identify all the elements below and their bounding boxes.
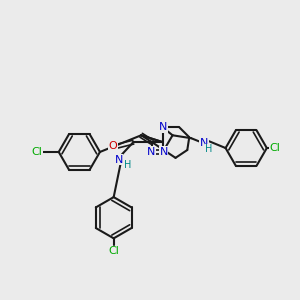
Text: N: N bbox=[114, 155, 123, 165]
Text: Cl: Cl bbox=[269, 143, 280, 153]
Text: N: N bbox=[159, 122, 167, 132]
Text: N: N bbox=[160, 147, 168, 157]
Text: H: H bbox=[205, 144, 213, 154]
Text: O: O bbox=[108, 141, 117, 151]
Text: Cl: Cl bbox=[32, 147, 43, 157]
Text: N: N bbox=[200, 138, 208, 148]
Text: Cl: Cl bbox=[108, 246, 119, 256]
Text: H: H bbox=[124, 160, 131, 170]
Text: N: N bbox=[147, 147, 155, 157]
